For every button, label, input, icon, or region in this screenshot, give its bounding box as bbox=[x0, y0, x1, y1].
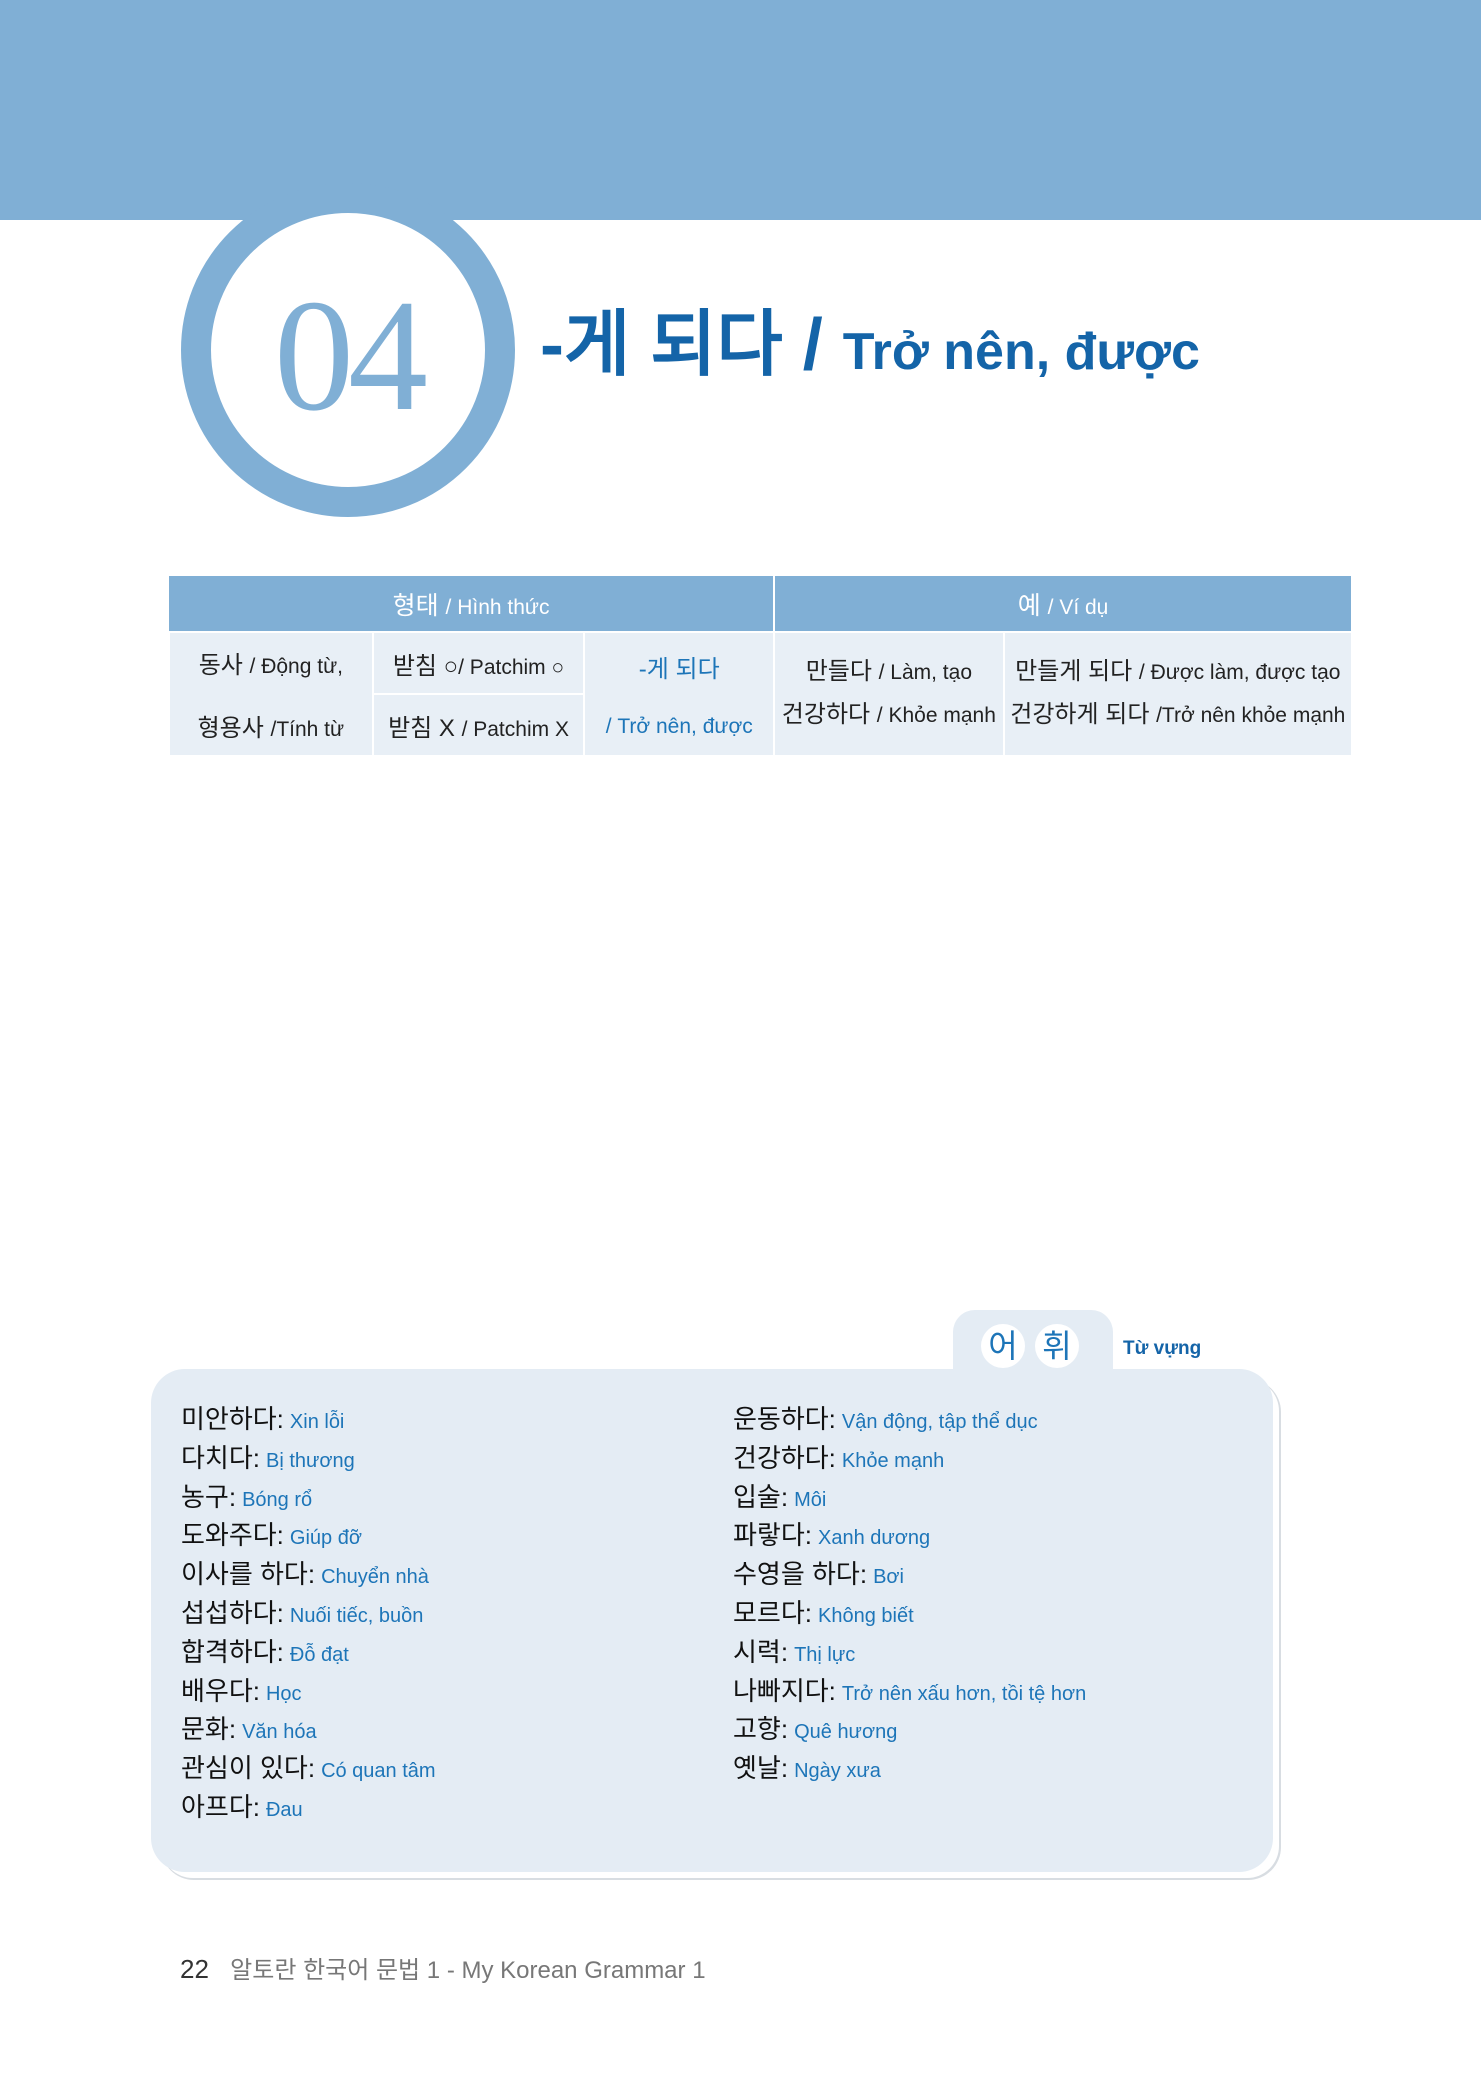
vocab-meaning: Có quan tâm bbox=[321, 1760, 436, 1783]
vocab-meaning: Nuối tiếc, buồn bbox=[289, 1604, 424, 1627]
vocab-korean: 배우다: bbox=[181, 1675, 260, 1706]
vocab-item: 도와주다: Giúp đỡ bbox=[181, 1515, 436, 1554]
vocab-tab-label: Từ vựng bbox=[1123, 1338, 1202, 1359]
page-title: -게 되다 / Trở nên, được bbox=[540, 285, 1200, 390]
vocab-item: 다치다: Bị thương bbox=[181, 1438, 436, 1477]
chapter-number: 04 bbox=[274, 266, 428, 444]
header-example: 예 / Ví dụ bbox=[774, 576, 1353, 632]
vocab-item: 옛날: Ngày xưa bbox=[733, 1748, 1086, 1787]
vocab-korean: 관심이 있다: bbox=[181, 1753, 316, 1784]
footer: 22 알토란 한국어 문법 1 - My Korean Grammar 1 bbox=[180, 1950, 706, 1985]
part-of-speech-cell: 동사 / Động từ, 형용사 /Tính từ bbox=[168, 631, 374, 757]
vocab-box: 미안하다: Xin lỗi 다치다: Bị thương 농구: Bóng rổ 도와주다:… bbox=[151, 1369, 1273, 1872]
example-result-cell: 만들게 되다 / Được làm, được tạo 건강하게 되다 /Trở … bbox=[1002, 631, 1354, 757]
vocab-korean: 섭섭하다: bbox=[181, 1597, 284, 1628]
vocab-right-column: 운동하다: Vận động, tập thể dục 건강하다: Khỏe mạnh… bbox=[733, 1399, 1086, 1787]
vocab-item: 건강하다: Khỏe mạnh bbox=[733, 1438, 1086, 1477]
vocab-meaning: Xin lỗi bbox=[289, 1411, 345, 1433]
vocab-korean: 도와주다: bbox=[181, 1520, 284, 1551]
vocab-korean: 이사를 하다: bbox=[181, 1559, 316, 1590]
vocab-tab-char: 휘 bbox=[1035, 1324, 1079, 1368]
vocab-meaning: Bóng rổ bbox=[242, 1488, 313, 1511]
vocab-korean: 파랗다: bbox=[733, 1520, 812, 1551]
vocab-korean: 시력: bbox=[733, 1636, 789, 1667]
vocab-korean: 문화: bbox=[181, 1714, 237, 1745]
vocab-korean: 나빠지다: bbox=[733, 1675, 836, 1706]
vocab-item: 입술: Môi bbox=[733, 1477, 1086, 1516]
vocab-meaning: Môi bbox=[794, 1488, 827, 1511]
vocab-meaning: Bơi bbox=[873, 1566, 904, 1589]
header-band bbox=[0, 0, 1481, 220]
vocab-meaning: Trở nên xấu hơn, tồi tệ hơn bbox=[841, 1682, 1087, 1705]
vocab-meaning: Vận động, tập thể dục bbox=[841, 1411, 1038, 1433]
vocab-korean: 미안하다: bbox=[181, 1404, 284, 1434]
vocab-meaning: Khỏe mạnh bbox=[841, 1449, 945, 1472]
vocab-meaning: Đỗ đạt bbox=[289, 1643, 349, 1666]
title-vietnamese: Trở nên, được bbox=[842, 323, 1200, 381]
vocab-korean: 모르다: bbox=[733, 1597, 812, 1628]
vocab-korean: 다치다: bbox=[181, 1442, 260, 1473]
vocab-meaning: Chuyển nhà bbox=[321, 1566, 429, 1589]
header-form: 형태 / Hình thức bbox=[169, 576, 776, 632]
vocab-item: 문화: Văn hóa bbox=[181, 1709, 436, 1748]
vocab-meaning: Giúp đỡ bbox=[289, 1527, 362, 1550]
vocab-korean: 고향: bbox=[733, 1714, 789, 1745]
vocab-meaning: Văn hóa bbox=[242, 1721, 317, 1744]
vocab-item: 파랗다: Xanh dương bbox=[733, 1515, 1086, 1554]
vocab-meaning: Học bbox=[265, 1682, 302, 1705]
vocab-korean: 입술: bbox=[733, 1481, 789, 1512]
vocab-left-column: 미안하다: Xin lỗi 다치다: Bị thương 농구: Bóng rổ 도와주다:… bbox=[181, 1399, 436, 1826]
vocab-meaning: Thị lực bbox=[794, 1643, 856, 1666]
vocab-tab-char: 어 bbox=[981, 1324, 1025, 1368]
vocab-korean: 합격하다: bbox=[181, 1636, 284, 1667]
batchim-o-cell: 받침 ○/ Patchim ○ bbox=[371, 631, 586, 695]
vocab-korean: 운동하다: bbox=[733, 1404, 836, 1434]
vocab-item: 아프다: Đau bbox=[181, 1787, 436, 1826]
vocab-item: 미안하다: Xin lỗi bbox=[181, 1399, 436, 1438]
vocab-korean: 농구: bbox=[181, 1481, 237, 1512]
grammar-table: 형태 / Hình thức 예 / Ví dụ 동사 / Động từ, 형용… bbox=[168, 576, 1354, 757]
chapter-number-circle: 04 bbox=[181, 183, 515, 517]
vocab-item: 배우다: Học bbox=[181, 1671, 436, 1710]
vocab-item: 수영을 하다: Bơi bbox=[733, 1554, 1086, 1593]
vocab-item: 농구: Bóng rổ bbox=[181, 1477, 436, 1516]
title-korean: -게 되다 / bbox=[540, 305, 823, 385]
vocab-meaning: Xanh dương bbox=[817, 1527, 931, 1550]
vocab-item: 합격하다: Đỗ đạt bbox=[181, 1632, 436, 1671]
vocab-item: 운동하다: Vận động, tập thể dục bbox=[733, 1399, 1086, 1438]
vocab-meaning: Đau bbox=[265, 1798, 303, 1821]
example-base-cell: 만들다 / Làm, tạo 건강하다 / Khỏe mạnh bbox=[773, 631, 1005, 757]
vocab-item: 고향: Quê hương bbox=[733, 1709, 1086, 1748]
batchim-x-cell: 받침 X / Patchim X bbox=[371, 693, 586, 757]
vocab-meaning: Không biết bbox=[817, 1604, 914, 1627]
vocab-tab: 어 휘 bbox=[953, 1310, 1113, 1390]
vocab-korean: 옛날: bbox=[733, 1753, 789, 1784]
vocab-korean: 수영을 하다: bbox=[733, 1559, 868, 1590]
vocab-meaning: Quê hương bbox=[794, 1721, 898, 1744]
page-number: 22 bbox=[180, 1954, 209, 1984]
vocab-item: 섭섭하다: Nuối tiếc, buồn bbox=[181, 1593, 436, 1632]
vocab-item: 이사를 하다: Chuyển nhà bbox=[181, 1554, 436, 1593]
vocab-item: 시력: Thị lực bbox=[733, 1632, 1086, 1671]
vocab-item: 나빠지다: Trở nên xấu hơn, tồi tệ hơn bbox=[733, 1671, 1086, 1710]
book-title: 알토란 한국어 문법 1 - My Korean Grammar 1 bbox=[230, 1957, 706, 1984]
vocab-item: 모르다: Không biết bbox=[733, 1593, 1086, 1632]
vocab-meaning: Bị thương bbox=[265, 1449, 355, 1472]
vocab-korean: 아프다: bbox=[181, 1791, 260, 1822]
ending-cell: -게 되다 / Trở nên, được bbox=[583, 631, 776, 757]
vocab-item: 관심이 있다: Có quan tâm bbox=[181, 1748, 436, 1787]
vocab-korean: 건강하다: bbox=[733, 1442, 836, 1473]
vocab-meaning: Ngày xưa bbox=[794, 1760, 881, 1783]
